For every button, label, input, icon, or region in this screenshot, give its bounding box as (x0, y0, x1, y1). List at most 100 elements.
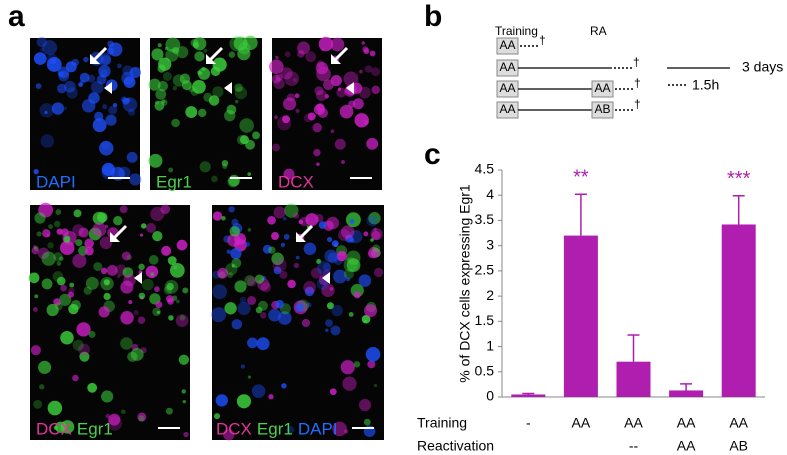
cell (42, 229, 51, 238)
cell (44, 110, 48, 114)
cell (33, 52, 47, 65)
cell (316, 103, 325, 112)
cell (322, 262, 332, 272)
cell (271, 232, 280, 241)
cell (327, 252, 339, 264)
cell (320, 47, 325, 51)
cell (269, 59, 284, 74)
cell (346, 250, 361, 265)
cell (182, 287, 189, 294)
cell (119, 205, 128, 214)
cell (321, 283, 335, 297)
cell (78, 82, 83, 88)
cell (226, 249, 231, 254)
cell (236, 394, 252, 409)
cell (226, 104, 237, 115)
cell (358, 274, 372, 287)
arrow-head (90, 54, 100, 64)
cell (237, 134, 247, 145)
cell (98, 306, 110, 318)
cell (329, 388, 337, 396)
cell (330, 37, 345, 52)
cell (171, 118, 180, 128)
cell (240, 364, 246, 369)
cell (284, 71, 300, 87)
cell (304, 286, 315, 297)
channel-label: Egr1 (77, 419, 113, 438)
cell (234, 83, 243, 93)
cell (215, 394, 228, 407)
y-tick-label: 2.5 (475, 262, 495, 278)
cell (38, 360, 52, 374)
cell (228, 206, 235, 213)
cell (366, 137, 379, 150)
cell (340, 360, 355, 375)
arrow-head (206, 54, 216, 64)
cell (188, 86, 195, 93)
row-label: Reactivation (417, 438, 494, 454)
cell (313, 148, 321, 157)
cell (267, 215, 276, 225)
cell (294, 93, 300, 99)
arrowhead (322, 272, 330, 284)
cell (78, 343, 91, 356)
cell (283, 168, 295, 180)
cell (50, 58, 57, 64)
cell (120, 280, 134, 294)
box-label: AA (594, 81, 610, 95)
cell (333, 269, 347, 284)
y-tick-label: 0.5 (475, 362, 495, 378)
cell (181, 389, 186, 394)
cell (364, 304, 378, 318)
box-label: AB (594, 102, 610, 116)
cell (73, 209, 82, 218)
cell (326, 302, 334, 310)
y-axis-label: % of DCX cells expressing Egr1 (457, 184, 473, 383)
bar (616, 361, 651, 397)
cell (101, 166, 115, 180)
cell (140, 223, 147, 229)
cell (87, 382, 98, 393)
cell (46, 53, 58, 65)
cell (74, 63, 78, 67)
cell (93, 262, 103, 272)
cell (40, 134, 55, 148)
cell (310, 267, 322, 279)
cell (337, 228, 351, 242)
cell (284, 51, 291, 58)
cell (160, 204, 171, 215)
cell (33, 245, 39, 251)
cell (154, 286, 160, 293)
cell (56, 276, 66, 286)
cell (286, 425, 295, 434)
arrowhead (104, 82, 112, 94)
cell (231, 258, 242, 268)
channel-label: DCX (36, 419, 72, 438)
cell (367, 249, 377, 259)
cell (175, 314, 189, 327)
cell (192, 79, 206, 94)
cell (59, 293, 72, 306)
cell (101, 390, 114, 403)
cell (88, 92, 100, 104)
cell (363, 231, 369, 237)
cell (199, 161, 211, 173)
cell (255, 306, 263, 314)
cell (39, 384, 45, 390)
cell (314, 86, 324, 96)
error-bar (574, 193, 587, 236)
cell (244, 275, 256, 286)
cell (28, 272, 40, 284)
cell (129, 173, 142, 186)
cell (203, 48, 208, 53)
cell (152, 230, 163, 242)
panel-label: a (8, 0, 25, 33)
y-tick-label: 1 (486, 337, 494, 353)
cell (223, 429, 235, 441)
cell (99, 141, 114, 156)
cell (371, 67, 380, 77)
cell (293, 212, 300, 219)
cell (247, 375, 252, 379)
cell (330, 74, 342, 87)
cell (46, 57, 62, 72)
